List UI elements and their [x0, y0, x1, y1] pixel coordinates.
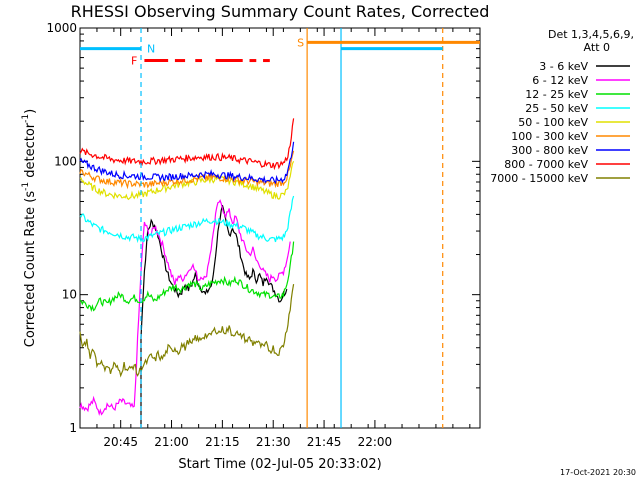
y-axis-label: Corrected Count Rate (s-1 detector-1): [21, 109, 38, 347]
x-tick-label-1: 21:00: [154, 435, 189, 449]
series-line-100-300-kev: [79, 150, 295, 190]
y-axis-label-mid: detector: [23, 122, 38, 182]
legend-label-1: 6 - 12 keV: [532, 74, 588, 87]
legend-label-2: 12 - 25 keV: [525, 88, 588, 101]
series-line-3-6-kev: [140, 204, 288, 428]
legend-label-8: 7000 - 15000 keV: [490, 172, 588, 185]
x-tick-label-5: 22:00: [358, 435, 393, 449]
plot-frame: [79, 27, 481, 429]
legend-label-6: 300 - 800 keV: [511, 144, 588, 157]
x-tick-label-4: 21:45: [307, 435, 342, 449]
y-axis-label-sup-2: -1: [21, 114, 31, 123]
y-tick-label-0: 1: [69, 421, 77, 435]
series-line-7000-15000-kev: [79, 283, 295, 378]
legend-label-4: 50 - 100 keV: [518, 116, 588, 129]
annotation-label-f: F: [131, 55, 137, 68]
series-line-50-100-kev: [79, 161, 295, 201]
series-line-12-25-kev: [79, 241, 295, 313]
chart-title: RHESSI Observing Summary Count Rates, Co…: [71, 2, 490, 21]
y-axis-label-main: Corrected Count Rate (s: [23, 191, 38, 348]
x-axis-label: Start Time (02-Jul-05 20:33:02): [178, 457, 381, 472]
annotation-label-n: N: [147, 43, 155, 56]
legend-label-0: 3 - 6 keV: [539, 60, 588, 73]
series-line-300-800-kev: [79, 141, 295, 185]
legend-label-7: 800 - 7000 keV: [504, 158, 588, 171]
legend-header-line-1: Det 1,3,4,5,6,9,: [548, 28, 634, 41]
y-axis-label-sup-1: -1: [21, 182, 31, 191]
series-line-25-50-kev: [79, 195, 295, 244]
x-tick-label-2: 21:15: [205, 435, 240, 449]
marker-layer: NF S: [80, 28, 480, 428]
legend-label-5: 100 - 300 keV: [511, 130, 588, 143]
x-tick-label-0: 20:45: [103, 435, 138, 449]
y-tick-label-3: 1000: [46, 21, 77, 35]
footer-date: 17-Oct-2021 20:30: [560, 468, 636, 477]
y-tick-label-1: 10: [62, 288, 77, 302]
y-tick-label-2: 100: [54, 154, 77, 168]
series-line-800-7000-kev: [79, 118, 295, 171]
legend-label-3: 25 - 50 keV: [525, 102, 588, 115]
legend-header-line-2: Att 0: [584, 41, 610, 54]
series-line-6-12-kev: [79, 199, 291, 416]
series-layer: [79, 118, 295, 428]
x-tick-label-3: 21:30: [256, 435, 291, 449]
y-axis-label-end: ): [23, 109, 38, 114]
annotation-label-s: S: [297, 36, 304, 49]
x-axis: 20:45 21:00 21:15 21:30 21:45 22:00: [79, 28, 471, 449]
y-axis: 1 10 100 1000: [46, 21, 480, 435]
